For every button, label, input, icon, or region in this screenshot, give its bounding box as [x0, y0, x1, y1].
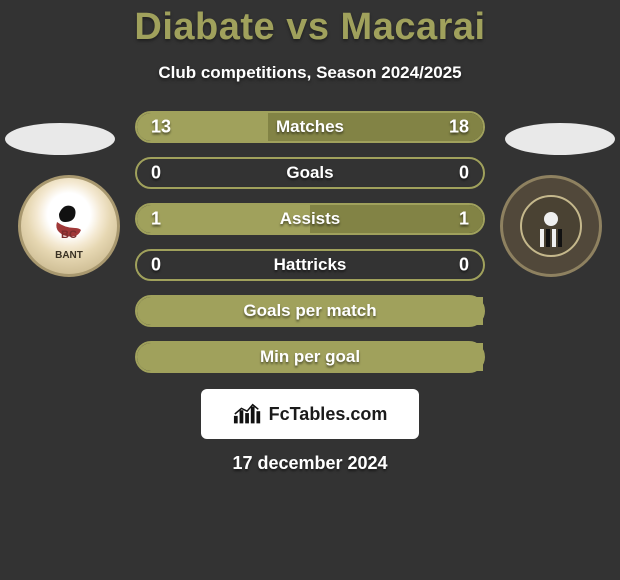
page-title: Diabate vs Macarai [0, 6, 620, 49]
brand-text: FcTables.com [269, 404, 388, 425]
magpie-crest-icon [516, 191, 586, 261]
rooster-crest-icon: BC [39, 196, 99, 256]
stat-rows: 13 18 Matches 0 0 Goals 1 1 Assists 0 0 Hattricks Go… [135, 111, 485, 373]
club-crest-left: BC BANT [18, 175, 120, 277]
stat-row: Goals per match [135, 295, 485, 327]
svg-text:BC: BC [61, 229, 77, 241]
stat-value-left: 0 [151, 255, 161, 276]
stat-value-left: 0 [151, 163, 161, 184]
brand-badge: FcTables.com [201, 389, 419, 439]
stat-value-right: 0 [459, 255, 469, 276]
stat-label: Hattricks [274, 255, 347, 275]
bar-chart-icon [233, 402, 263, 426]
stat-label: Goals [286, 163, 333, 183]
stat-value-left: 1 [151, 209, 161, 230]
stat-value-left: 13 [151, 117, 171, 138]
stat-value-right: 0 [459, 163, 469, 184]
stat-row: 0 0 Hattricks [135, 249, 485, 281]
stat-label: Assists [280, 209, 340, 229]
stat-row: 1 1 Assists [135, 203, 485, 235]
stat-label: Goals per match [243, 301, 376, 321]
crest-left-label: BANT [55, 250, 83, 261]
footer-date: 17 december 2024 [0, 453, 620, 474]
comparison-infographic: Diabate vs Macarai Club competitions, Se… [0, 0, 620, 580]
stat-row: 0 0 Goals [135, 157, 485, 189]
stat-row: 13 18 Matches [135, 111, 485, 143]
photo-placeholder-left [5, 123, 115, 155]
stat-row: Min per goal [135, 341, 485, 373]
stat-value-right: 1 [459, 209, 469, 230]
photo-placeholder-right [505, 123, 615, 155]
stat-label: Min per goal [260, 347, 360, 367]
club-crest-right [500, 175, 602, 277]
stat-label: Matches [276, 117, 344, 137]
page-subtitle: Club competitions, Season 2024/2025 [0, 63, 620, 83]
stat-value-right: 18 [449, 117, 469, 138]
